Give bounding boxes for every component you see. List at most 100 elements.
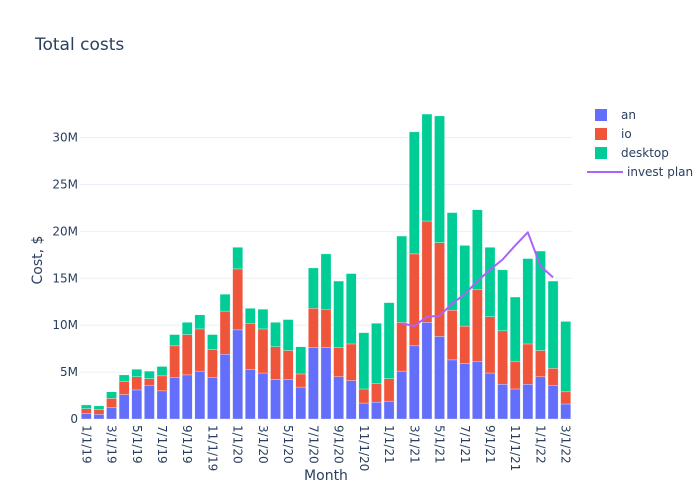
bar-io	[144, 378, 155, 386]
x-tick-label: 1/1/20	[231, 425, 245, 464]
bar-desktop	[106, 391, 117, 399]
invest-plan-line-layer	[401, 231, 554, 328]
bar-desktop	[93, 405, 105, 410]
bar-io	[81, 408, 92, 414]
y-tick-label: 30M	[52, 131, 78, 145]
x-tick-label: 1/1/21	[382, 425, 396, 464]
legend-label: io	[621, 127, 632, 141]
bar-desktop	[484, 247, 496, 317]
y-tick-label: 15M	[52, 271, 78, 285]
legend: an io desktop invest plan	[587, 108, 693, 179]
bar-io	[295, 373, 307, 388]
bar-io	[333, 347, 344, 378]
bar-an	[194, 370, 206, 420]
y-axis-ticks: 0 5M 10M 15M 20M 25M 30M	[52, 131, 78, 426]
bar-an	[345, 380, 357, 420]
legend-swatch-desktop	[595, 147, 607, 159]
bar-io	[270, 346, 281, 380]
bar-desktop	[371, 323, 382, 384]
x-tick-label: 11/1/21	[508, 425, 522, 471]
bar-io	[434, 242, 445, 337]
bar-desktop	[156, 366, 168, 377]
x-tick-label: 5/1/20	[281, 425, 295, 464]
bar-an	[232, 329, 243, 420]
bar-desktop	[169, 334, 180, 347]
bar-desktop	[81, 404, 92, 409]
bar-io	[131, 376, 143, 391]
bar-an	[144, 384, 155, 420]
bar-desktop	[421, 113, 433, 222]
bar-an	[169, 377, 180, 420]
bar-io	[547, 368, 559, 386]
x-axis-ticks: 1/1/19 3/1/19 5/1/19 7/1/19 9/1/19 11/1/19 1/1…	[79, 425, 572, 471]
bar-an	[131, 389, 143, 420]
bar-desktop	[396, 235, 407, 323]
bar-desktop	[446, 212, 458, 311]
bar-desktop	[472, 209, 483, 290]
bar-io	[194, 328, 206, 372]
bar-io	[560, 391, 571, 405]
bar-an	[484, 372, 496, 420]
bar-an	[106, 407, 117, 420]
bar-io	[169, 345, 180, 378]
x-tick-label: 5/1/21	[433, 425, 447, 464]
y-tick-label: 0	[70, 412, 78, 426]
bar-desktop	[560, 321, 571, 393]
bar-desktop	[194, 314, 206, 330]
bar-io	[484, 316, 496, 374]
bar-desktop	[333, 280, 344, 348]
x-tick-label: 7/1/20	[306, 425, 320, 464]
bar-an	[93, 414, 105, 420]
x-tick-label: 3/1/21	[407, 425, 421, 464]
bar-an	[81, 413, 92, 420]
bar-an	[434, 336, 445, 420]
bar-io	[396, 322, 407, 372]
x-tick-label: 7/1/21	[458, 425, 472, 464]
bar-io	[308, 308, 319, 348]
x-tick-label: 9/1/21	[483, 425, 497, 464]
bar-io	[509, 361, 521, 390]
x-tick-label: 3/1/19	[105, 425, 119, 464]
bar-an	[245, 369, 256, 420]
invest-plan-line	[401, 231, 554, 328]
bar-an	[421, 322, 433, 420]
bar-an	[118, 394, 130, 420]
bar-desktop	[434, 115, 445, 243]
x-axis-title: Month	[304, 468, 348, 484]
x-tick-label: 3/1/22	[559, 425, 573, 464]
bar-an	[156, 390, 168, 420]
bar-io	[106, 398, 117, 408]
legend-label: desktop	[621, 146, 669, 160]
bar-an	[308, 347, 319, 420]
bar-an	[497, 384, 508, 420]
x-tick-label: 11/1/20	[357, 425, 371, 471]
bar-an	[522, 384, 534, 420]
bar-an	[409, 345, 420, 420]
legend-label: invest plan	[627, 165, 693, 179]
bar-an	[219, 354, 231, 420]
x-tick-label: 7/1/19	[155, 425, 169, 464]
bar-desktop	[295, 346, 307, 375]
bar-io	[118, 381, 130, 395]
bar-io	[459, 325, 471, 364]
bar-an	[257, 372, 269, 420]
y-axis-title: Cost, $	[30, 236, 46, 285]
x-tick-label: 3/1/20	[256, 425, 270, 464]
bar-an	[547, 384, 559, 420]
bar-io	[181, 334, 193, 376]
bar-desktop	[308, 267, 319, 309]
bar-io	[358, 388, 370, 404]
bar-io	[207, 349, 218, 378]
y-tick-label: 5M	[60, 365, 78, 379]
bar-desktop	[509, 296, 521, 363]
bar-an	[560, 403, 571, 420]
bar-io	[93, 409, 105, 415]
x-tick-label: 11/1/19	[205, 425, 219, 471]
bar-an	[371, 401, 382, 420]
bar-an	[282, 379, 294, 420]
bar-io	[156, 375, 168, 392]
x-tick-label: 5/1/19	[130, 425, 144, 464]
bar-an	[383, 400, 395, 420]
bar-io	[421, 220, 433, 323]
bar-an	[295, 386, 307, 420]
